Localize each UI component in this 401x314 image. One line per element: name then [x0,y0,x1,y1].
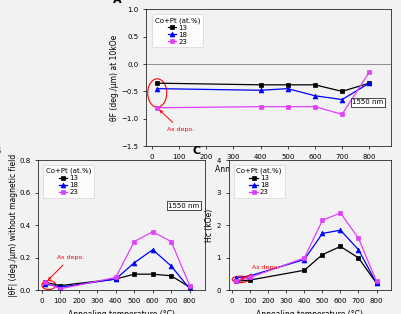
18 [356,248,361,252]
23 [132,240,137,243]
18 [258,89,263,92]
Text: As depo.: As depo. [160,111,194,132]
Y-axis label: |θF| (deg./μm) without magnetic field: |θF| (deg./μm) without magnetic field [9,154,18,297]
18 [132,261,137,265]
18 [248,274,253,278]
Line: 18: 18 [43,247,192,291]
13 [374,281,379,285]
13 [340,89,344,93]
18 [338,228,343,232]
13 [43,280,48,284]
18 [150,248,155,252]
23 [150,230,155,234]
Line: 13: 13 [43,272,192,290]
23 [285,105,290,109]
13 [248,278,253,282]
23 [233,279,238,283]
Line: 18: 18 [233,228,379,286]
23 [258,105,263,109]
Legend: 13, 18, 23: 13, 18, 23 [152,14,203,47]
13 [258,83,263,87]
18 [233,276,238,280]
Legend: 13, 18, 23: 13, 18, 23 [43,165,94,198]
13 [113,277,118,281]
23 [320,219,325,222]
Y-axis label: Hc (kOe): Hc (kOe) [205,209,214,242]
Text: A: A [113,0,122,5]
X-axis label: Annealing temperature (°C): Annealing temperature (°C) [215,165,322,174]
Line: 23: 23 [155,70,372,117]
18 [367,81,372,85]
18 [169,264,174,268]
Text: As depo.: As depo. [49,255,84,279]
23 [302,256,307,260]
23 [155,106,160,110]
Line: 23: 23 [233,210,379,284]
13 [169,274,174,278]
13 [312,83,317,87]
18 [320,231,325,235]
23 [367,70,372,74]
18 [113,277,118,281]
18 [155,87,160,90]
23 [43,280,48,284]
Line: 13: 13 [233,244,379,286]
Y-axis label: θF (deg./μm) at 10kOe: θF (deg./μm) at 10kOe [110,35,119,121]
Text: As depo.: As depo. [241,265,279,279]
Text: 1550 nm: 1550 nm [352,99,384,105]
23 [338,211,343,215]
13 [58,284,63,287]
23 [356,236,361,240]
23 [340,112,344,116]
Text: B: B [0,146,2,156]
13 [356,256,361,260]
Text: C: C [193,146,201,156]
Line: 23: 23 [43,230,192,291]
23 [58,287,63,291]
13 [187,285,192,289]
23 [113,276,118,279]
13 [367,81,372,85]
18 [285,87,290,90]
18 [302,257,307,261]
18 [58,285,63,289]
13 [285,83,290,87]
13 [233,279,238,283]
Line: 13: 13 [155,81,372,94]
13 [155,81,160,85]
Line: 18: 18 [155,81,372,102]
13 [302,268,307,272]
23 [187,284,192,287]
23 [248,276,253,279]
13 [320,253,325,257]
Text: 1550 nm: 1550 nm [168,203,200,209]
13 [150,272,155,276]
18 [340,98,344,101]
23 [169,240,174,243]
13 [338,245,343,248]
X-axis label: Annealing temperature (°C): Annealing temperature (°C) [256,310,363,314]
18 [374,281,379,285]
13 [132,272,137,276]
23 [312,105,317,109]
18 [187,287,192,291]
Legend: 13, 18, 23: 13, 18, 23 [234,165,285,198]
18 [43,282,48,286]
X-axis label: Annealing temperature (°C): Annealing temperature (°C) [68,310,175,314]
18 [312,94,317,98]
23 [374,279,379,283]
